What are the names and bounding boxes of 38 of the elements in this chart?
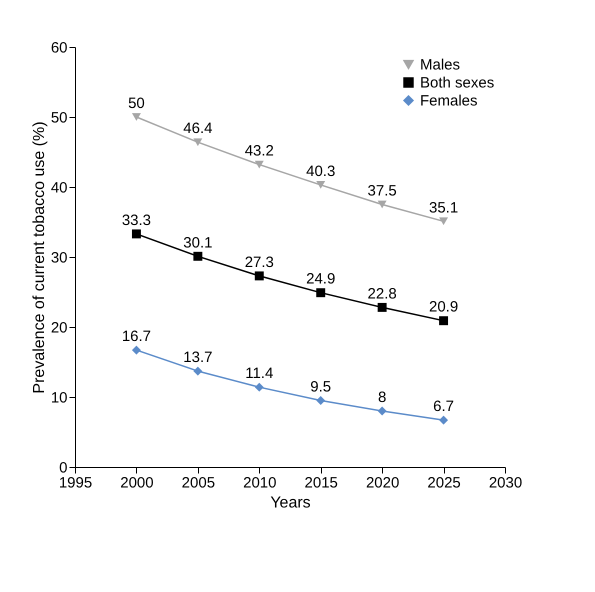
data-label: 40.3 bbox=[306, 162, 336, 180]
data-label: 30.1 bbox=[183, 234, 212, 252]
y-tick-label: 0 bbox=[59, 460, 68, 476]
data-label: 20.9 bbox=[428, 298, 458, 316]
y-tick-label: 50 bbox=[50, 110, 68, 126]
data-label: 16.7 bbox=[122, 328, 152, 346]
x-tick-label: 2025 bbox=[427, 474, 461, 492]
data-label: 46.4 bbox=[183, 120, 212, 138]
legend-label: Males bbox=[420, 56, 460, 74]
x-tick-label: 2005 bbox=[182, 474, 216, 492]
legend-label: Females bbox=[420, 92, 478, 110]
x-tick-label: 2015 bbox=[304, 474, 338, 492]
y-tick-label: 20 bbox=[50, 320, 68, 336]
data-label: 24.9 bbox=[306, 270, 336, 288]
data-label: 11.4 bbox=[245, 365, 274, 382]
data-label: 33.3 bbox=[122, 212, 152, 229]
x-axis-title: Years bbox=[270, 494, 311, 512]
data-label: 27.3 bbox=[244, 254, 274, 271]
data-label: 22.8 bbox=[368, 285, 397, 302]
y-tick-label: 60 bbox=[50, 40, 68, 56]
x-tick-label: 2020 bbox=[366, 474, 400, 492]
data-label: 6.7 bbox=[433, 398, 454, 416]
x-tick-label: 1995 bbox=[58, 474, 92, 492]
y-tick-label: 40 bbox=[50, 180, 68, 196]
data-label: 8 bbox=[378, 389, 386, 406]
y-tick-label: 30 bbox=[50, 250, 68, 266]
x-tick-label: 2030 bbox=[488, 474, 522, 492]
y-axis-title: Prevalence of current tobacco use (%) bbox=[30, 121, 48, 394]
data-label: 37.5 bbox=[368, 182, 397, 200]
data-label: 43.2 bbox=[244, 142, 274, 160]
legend-label: Both sexes bbox=[420, 74, 494, 92]
x-tick-label: 2000 bbox=[120, 474, 154, 492]
data-label: 9.5 bbox=[310, 378, 332, 396]
data-label: 35.1 bbox=[428, 199, 458, 216]
y-tick-label: 10 bbox=[50, 390, 68, 406]
x-tick-label: 2010 bbox=[243, 474, 276, 492]
data-label: 13.7 bbox=[183, 349, 212, 366]
data-label: 50 bbox=[128, 95, 145, 112]
